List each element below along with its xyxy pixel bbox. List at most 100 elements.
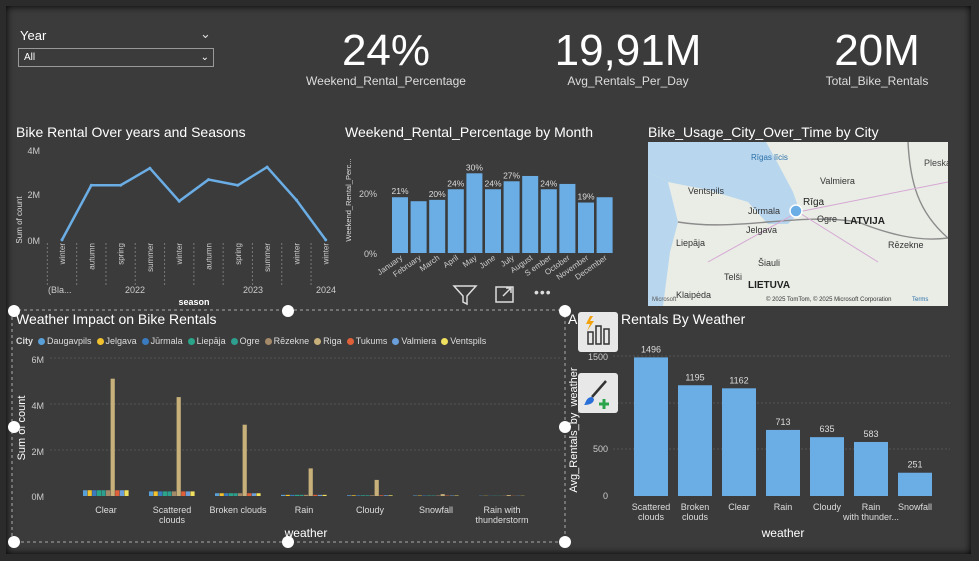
weather-bar[interactable]	[506, 495, 511, 496]
weather-bar[interactable]	[119, 490, 124, 496]
focus-mode-icon[interactable]	[494, 285, 516, 305]
line-point[interactable]	[236, 183, 240, 187]
line-point[interactable]	[207, 178, 210, 182]
weather-bar[interactable]	[356, 495, 361, 496]
month-bar[interactable]	[503, 181, 520, 253]
line-point[interactable]	[148, 166, 152, 170]
legend-item[interactable]: Liepāja	[196, 336, 226, 346]
weather-bar[interactable]	[313, 494, 318, 496]
weather-bar[interactable]	[281, 494, 286, 496]
weather-bar[interactable]	[370, 495, 375, 496]
weather-bar[interactable]	[299, 494, 304, 496]
resize-handle[interactable]	[8, 536, 20, 548]
line-point[interactable]	[89, 183, 93, 187]
line-point[interactable]	[294, 198, 298, 202]
weather-bar[interactable]	[383, 495, 388, 496]
legend-item[interactable]: Ogre	[239, 336, 260, 346]
resize-handle[interactable]	[8, 421, 20, 433]
line-point[interactable]	[324, 238, 328, 242]
map-terms-link[interactable]: Terms	[912, 297, 928, 303]
resize-handle[interactable]	[282, 536, 294, 548]
weather-bar[interactable]	[242, 424, 247, 496]
month-bar[interactable]	[410, 201, 427, 253]
weather-chart[interactable]: Sum of count 6M 4M 2M 0M Clear Scatteredc…	[10, 350, 565, 545]
legend-item[interactable]: Valmiera	[401, 336, 437, 346]
month-bar[interactable]	[429, 199, 446, 253]
month-bar[interactable]	[447, 189, 464, 253]
weather-bar[interactable]	[92, 490, 97, 496]
weather-bar[interactable]	[374, 479, 379, 496]
weather-bar[interactable]	[228, 493, 233, 496]
avg-bar[interactable]	[898, 472, 932, 496]
resize-handle[interactable]	[559, 421, 571, 433]
weather-bar[interactable]	[96, 490, 101, 496]
avg-bar[interactable]	[634, 357, 668, 496]
resize-handle[interactable]	[8, 305, 20, 317]
city-map[interactable]: Pleska Rīgas līcis Valmiera Ventspils Rī…	[648, 142, 948, 306]
weather-bar[interactable]	[106, 490, 111, 496]
weather-bar[interactable]	[87, 490, 92, 496]
weather-bar[interactable]	[304, 494, 309, 496]
weather-bar[interactable]	[219, 493, 224, 496]
weather-bar[interactable]	[360, 495, 365, 496]
weather-bar[interactable]	[176, 397, 181, 496]
weather-bar[interactable]	[294, 494, 299, 496]
legend-item[interactable]: Rēzekne	[273, 336, 310, 346]
weather-bar[interactable]	[388, 495, 393, 496]
weather-bar[interactable]	[162, 491, 167, 496]
line-chart[interactable]: 4M 2M 0M Sum of count winter autumn spring…	[10, 140, 340, 310]
month-bar[interactable]	[466, 173, 483, 253]
weather-bar[interactable]	[238, 493, 243, 496]
avg-bar[interactable]	[810, 437, 844, 496]
weather-bar[interactable]	[256, 493, 261, 496]
resize-handle[interactable]	[559, 536, 571, 548]
weather-bar[interactable]	[101, 490, 106, 496]
more-options-icon[interactable]: •••	[534, 284, 552, 300]
month-bar[interactable]	[392, 197, 408, 253]
weather-bar[interactable]	[181, 491, 186, 496]
weather-bar[interactable]	[251, 493, 256, 496]
legend-item[interactable]: Tukums	[355, 336, 388, 346]
line-point[interactable]	[265, 165, 269, 169]
avg-bar[interactable]	[722, 388, 756, 496]
month-bar[interactable]	[522, 175, 539, 253]
legend-item[interactable]: Ventspils	[450, 336, 487, 346]
weather-bar[interactable]	[347, 495, 352, 496]
legend-item[interactable]: Jūrmala	[150, 336, 183, 346]
weather-bar[interactable]	[233, 493, 238, 496]
month-bar[interactable]	[596, 197, 613, 253]
kpi-avg-rentals[interactable]: 19,91M Avg_Rentals_Per_Day	[508, 28, 748, 89]
weather-bar[interactable]	[115, 490, 120, 496]
legend-item[interactable]: Jelgava	[105, 336, 137, 346]
weather-bar[interactable]	[285, 494, 290, 496]
weather-bar[interactable]	[379, 495, 384, 496]
month-bar[interactable]	[559, 183, 576, 253]
weather-bar[interactable]	[247, 493, 252, 496]
weather-bar[interactable]	[83, 490, 88, 496]
avg-bar[interactable]	[678, 385, 712, 496]
kpi-total-rentals[interactable]: 20M Total_Bike_Rentals	[757, 28, 979, 89]
weather-bar[interactable]	[351, 495, 356, 496]
weather-bar[interactable]	[215, 493, 220, 496]
month-chart[interactable]: Weekend_Rental_Perc... 20% 0% 21%January…	[340, 140, 640, 300]
weather-bar[interactable]	[153, 491, 158, 496]
weather-bar[interactable]	[185, 491, 190, 496]
weather-bar[interactable]	[322, 494, 327, 496]
weather-bar[interactable]	[308, 468, 313, 496]
build-visual-button[interactable]	[578, 312, 618, 352]
line-point[interactable]	[119, 183, 123, 187]
weather-bar[interactable]	[224, 493, 229, 496]
weather-bar[interactable]	[365, 495, 370, 496]
filter-icon[interactable]	[452, 284, 478, 306]
weather-bar[interactable]	[440, 494, 445, 496]
weather-bar[interactable]	[167, 491, 172, 496]
month-bar[interactable]	[485, 189, 501, 253]
avg-bar[interactable]	[854, 441, 888, 496]
resize-handle[interactable]	[282, 305, 294, 317]
line-point[interactable]	[60, 238, 64, 242]
weather-bar[interactable]	[158, 491, 163, 496]
weather-bar[interactable]	[317, 494, 322, 496]
line-point[interactable]	[177, 199, 181, 203]
weather-bar[interactable]	[290, 494, 295, 496]
legend-item[interactable]: Riga	[323, 336, 342, 346]
